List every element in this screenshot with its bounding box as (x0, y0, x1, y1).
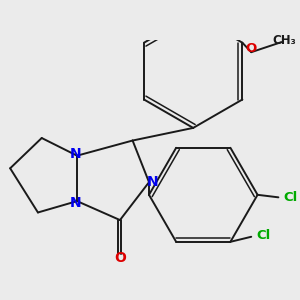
Text: N: N (69, 147, 81, 161)
Text: O: O (114, 251, 126, 265)
Text: Cl: Cl (283, 191, 298, 205)
Text: N: N (69, 196, 81, 210)
Text: N: N (146, 175, 158, 189)
Text: CH₃: CH₃ (273, 34, 297, 47)
Text: O: O (246, 42, 257, 55)
Text: Cl: Cl (256, 229, 270, 242)
